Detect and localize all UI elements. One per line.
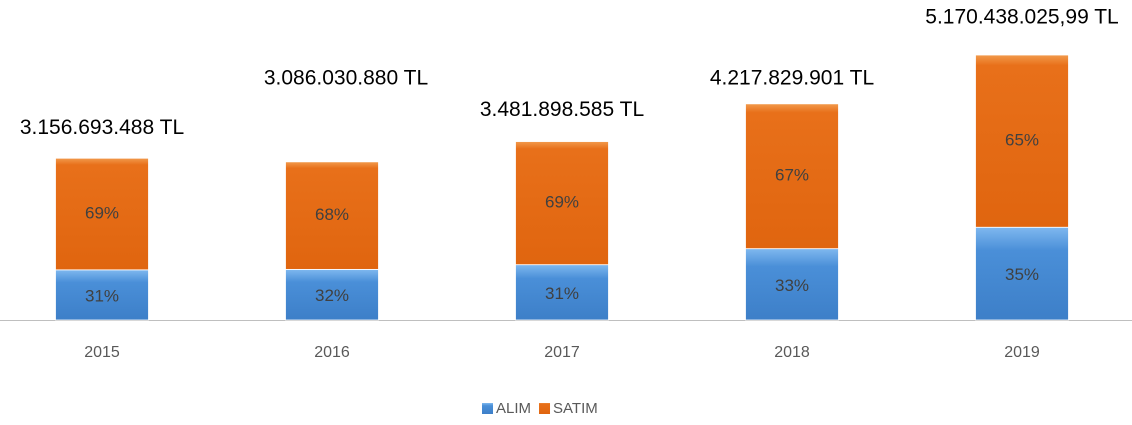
x-tick-label: 2015 bbox=[84, 344, 120, 361]
total-label: 3.086.030.880 TL bbox=[264, 66, 428, 89]
bar-segment bbox=[515, 141, 609, 266]
bar-segment bbox=[515, 264, 609, 321]
segment-label: 67% bbox=[775, 166, 809, 185]
total-label: 4.217.829.901 TL bbox=[710, 66, 874, 89]
segment-label: 65% bbox=[1005, 131, 1039, 150]
segment-label: 35% bbox=[1005, 265, 1039, 284]
legend-label: ALIM bbox=[496, 400, 531, 417]
segment-label: 31% bbox=[85, 286, 119, 305]
bar-segment bbox=[975, 226, 1069, 321]
segment-label: 32% bbox=[315, 286, 349, 305]
x-tick-label: 2016 bbox=[314, 344, 350, 361]
total-label: 5.170.438.025,99 TL bbox=[925, 6, 1118, 29]
total-label: 3.481.898.585 TL bbox=[480, 98, 644, 121]
segment-label: 69% bbox=[545, 193, 579, 212]
legend-label: SATIM bbox=[553, 400, 598, 417]
total-label: 3.156.693.488 TL bbox=[20, 116, 184, 139]
bar-segment bbox=[285, 161, 379, 270]
segment-label: 31% bbox=[545, 284, 579, 303]
bar-segment bbox=[55, 269, 149, 321]
bar-segment bbox=[745, 248, 839, 321]
x-tick-label: 2019 bbox=[1004, 344, 1040, 361]
legend-swatch bbox=[539, 403, 551, 414]
bar-segment bbox=[745, 103, 839, 250]
segment-label: 69% bbox=[85, 204, 119, 223]
segment-label: 68% bbox=[315, 205, 349, 224]
x-tick-label: 2017 bbox=[544, 344, 580, 361]
bar-segment bbox=[975, 54, 1069, 228]
segment-label: 33% bbox=[775, 276, 809, 295]
x-tick-label: 2018 bbox=[774, 344, 810, 361]
bar-segment bbox=[55, 157, 149, 271]
legend-swatch bbox=[482, 403, 493, 414]
